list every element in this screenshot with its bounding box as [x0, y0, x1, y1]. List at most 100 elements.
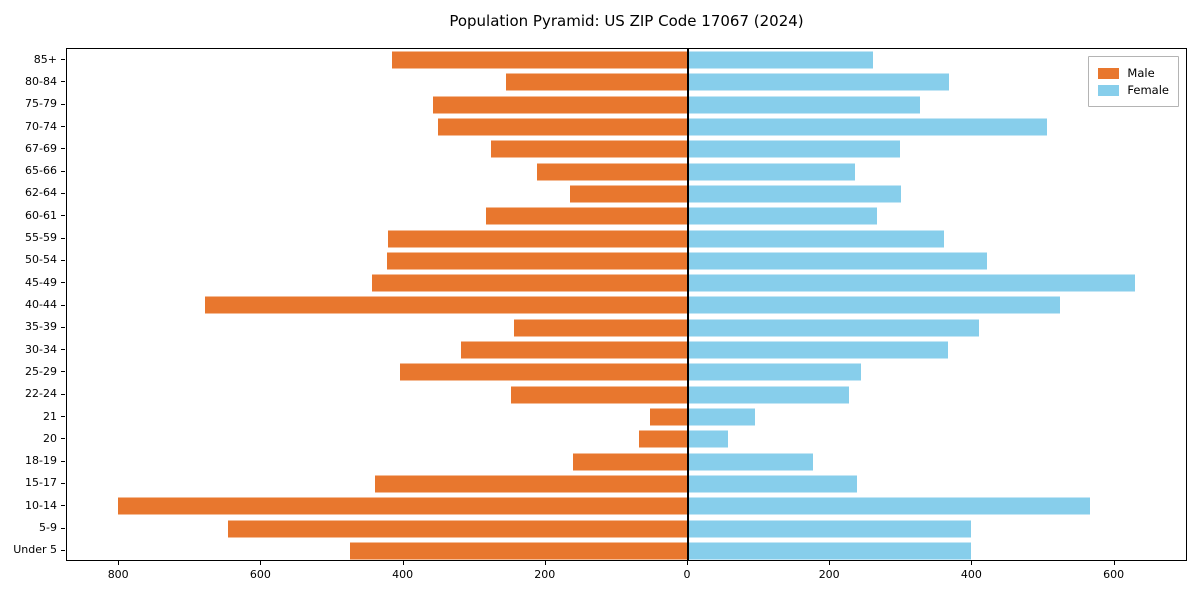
y-axis-tick-mark: [61, 416, 65, 418]
pyramid-row: [67, 428, 1186, 450]
x-axis-tick-mark: [829, 561, 831, 565]
pyramid-row: [67, 384, 1186, 406]
y-axis-tick-label: 60-61: [25, 208, 57, 222]
male-bar: [392, 51, 688, 69]
pyramid-row: [67, 294, 1186, 316]
pyramid-row: [67, 272, 1186, 294]
pyramid-row: [67, 473, 1186, 495]
y-axis-tick-label: 45-49: [25, 275, 57, 289]
chart-title: Population Pyramid: US ZIP Code 17067 (2…: [449, 12, 804, 30]
plot-area: Male Female: [66, 48, 1187, 561]
y-axis-tick-mark: [61, 304, 65, 306]
legend-item-male: Male: [1098, 66, 1169, 80]
male-bar: [387, 252, 688, 270]
y-axis-tick-label: 80-84: [25, 74, 57, 88]
pyramid-row: [67, 317, 1186, 339]
y-axis-tick-label: 55-59: [25, 231, 57, 245]
y-axis-tick-label: 21: [43, 409, 57, 423]
legend-label-male: Male: [1127, 66, 1155, 80]
female-bar: [688, 274, 1135, 292]
pyramid-row: [67, 227, 1186, 249]
y-axis-tick-mark: [61, 148, 65, 150]
y-axis-tick-label: 50-54: [25, 253, 57, 267]
y-axis-tick-label: 20: [43, 431, 57, 445]
y-axis-tick-label: 75-79: [25, 97, 57, 111]
pyramid-row: [67, 116, 1186, 138]
x-axis-tick-label: 200: [534, 568, 556, 581]
female-bar: [688, 230, 944, 248]
y-axis-tick-label: 22-24: [25, 387, 57, 401]
y-axis-tick-label: 25-29: [25, 364, 57, 378]
legend: Male Female: [1088, 56, 1179, 107]
pyramid-row: [67, 517, 1186, 539]
y-axis-tick-label: 40-44: [25, 298, 57, 311]
pyramid-row: [67, 250, 1186, 272]
male-bar: [205, 296, 688, 314]
x-axis-tick-label: 800: [107, 568, 129, 581]
female-bar: [688, 497, 1090, 515]
male-bar: [371, 274, 688, 292]
y-axis-tick-mark: [61, 126, 65, 128]
y-axis-tick-mark: [61, 103, 65, 105]
x-axis-tick-mark: [402, 561, 404, 565]
male-bar: [438, 118, 688, 136]
male-bar: [461, 341, 688, 359]
female-bar: [688, 207, 878, 225]
female-bar: [688, 520, 971, 538]
x-axis-tick-label: 0: [683, 568, 691, 581]
y-axis-tick-label: 35-39: [25, 320, 57, 334]
pyramid-row: [67, 540, 1186, 562]
x-axis-tick-mark: [260, 561, 262, 565]
y-axis-tick-mark: [61, 259, 65, 261]
pyramid-row: [67, 71, 1186, 93]
zero-axis-line: [687, 49, 689, 560]
x-axis-tick-label: 400: [960, 568, 982, 581]
female-bar: [688, 408, 755, 426]
y-axis-tick-mark: [61, 505, 65, 507]
x-axis-tick-mark: [971, 561, 973, 565]
female-bar: [688, 73, 949, 91]
y-axis-tick-mark: [61, 237, 65, 239]
male-bar: [510, 386, 688, 404]
female-bar: [688, 430, 728, 448]
male-bar: [649, 408, 688, 426]
y-axis-tick-label: 67-69: [25, 141, 57, 155]
x-axis-tick-mark: [544, 561, 546, 565]
female-bar: [688, 118, 1048, 136]
male-bar: [350, 542, 688, 560]
x-axis-tick-label: 200: [818, 568, 840, 581]
male-bar: [536, 163, 688, 181]
y-axis-tick-mark: [61, 59, 65, 61]
female-bar: [688, 453, 814, 471]
y-axis-tick-mark: [61, 192, 65, 194]
female-bar: [688, 542, 971, 560]
x-axis-tick-label: 600: [1103, 568, 1125, 581]
male-bar: [491, 140, 688, 158]
y-axis-tick-mark: [61, 549, 65, 551]
male-swatch-icon: [1098, 67, 1120, 79]
y-axis-tick-mark: [61, 170, 65, 172]
y-axis-tick-label: 85+: [33, 52, 57, 66]
male-bar: [486, 207, 688, 225]
y-axis-tick-mark: [61, 349, 65, 351]
pyramid-row: [67, 361, 1186, 383]
y-axis-tick-mark: [61, 282, 65, 284]
y-axis-tick-mark: [61, 371, 65, 373]
y-axis-tick-mark: [61, 393, 65, 395]
female-bar: [688, 96, 920, 114]
female-bar: [688, 51, 873, 69]
male-bar: [387, 230, 688, 248]
female-bar: [688, 475, 858, 493]
male-bar: [505, 73, 688, 91]
pyramid-row: [67, 138, 1186, 160]
pyramid-row: [67, 406, 1186, 428]
male-bar: [433, 96, 688, 114]
pyramid-row: [67, 161, 1186, 183]
y-axis-tick-mark: [61, 527, 65, 529]
pyramid-row: [67, 205, 1186, 227]
legend-label-female: Female: [1127, 83, 1169, 97]
y-axis-tick-label: 18-19: [25, 454, 57, 468]
pyramid-row: [67, 94, 1186, 116]
y-axis-tick-label: 30-34: [25, 342, 57, 356]
pyramid-row: [67, 495, 1186, 517]
